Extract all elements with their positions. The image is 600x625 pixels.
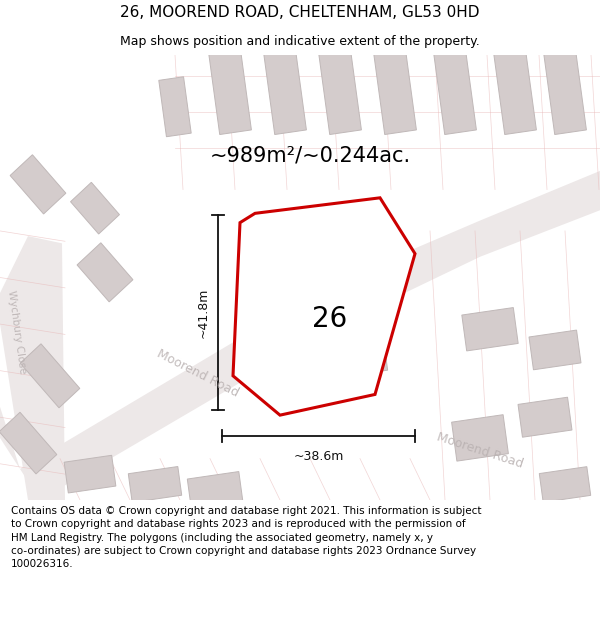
Text: 26, MOOREND ROAD, CHELTENHAM, GL53 0HD: 26, MOOREND ROAD, CHELTENHAM, GL53 0HD [120, 4, 480, 19]
Polygon shape [539, 467, 591, 502]
Polygon shape [159, 77, 191, 137]
Text: Contains OS data © Crown copyright and database right 2021. This information is : Contains OS data © Crown copyright and d… [11, 506, 481, 569]
Polygon shape [263, 48, 307, 134]
Text: Wychbury Close: Wychbury Close [6, 290, 28, 375]
Polygon shape [233, 198, 415, 415]
Polygon shape [0, 236, 65, 500]
Polygon shape [71, 182, 119, 234]
Polygon shape [322, 341, 388, 379]
Polygon shape [452, 415, 508, 461]
Polygon shape [20, 344, 80, 408]
Polygon shape [518, 398, 572, 437]
Polygon shape [462, 308, 518, 351]
Text: Moorend Road: Moorend Road [155, 348, 241, 400]
Polygon shape [0, 171, 600, 500]
Polygon shape [319, 48, 361, 134]
Text: Moorend Road: Moorend Road [435, 430, 525, 471]
Text: Map shows position and indicative extent of the property.: Map shows position and indicative extent… [120, 35, 480, 48]
Polygon shape [321, 279, 389, 338]
Polygon shape [209, 48, 251, 134]
Polygon shape [10, 155, 66, 214]
Polygon shape [494, 48, 536, 134]
Polygon shape [374, 48, 416, 134]
Polygon shape [529, 330, 581, 370]
Polygon shape [128, 466, 182, 503]
Polygon shape [544, 48, 586, 134]
Text: ~989m²/~0.244ac.: ~989m²/~0.244ac. [209, 146, 410, 166]
Polygon shape [0, 412, 57, 474]
Polygon shape [64, 455, 116, 493]
Polygon shape [77, 242, 133, 302]
Text: ~38.6m: ~38.6m [293, 451, 344, 463]
Text: 26: 26 [313, 305, 347, 333]
Polygon shape [434, 48, 476, 134]
Text: ~41.8m: ~41.8m [197, 288, 210, 338]
Polygon shape [187, 471, 242, 508]
